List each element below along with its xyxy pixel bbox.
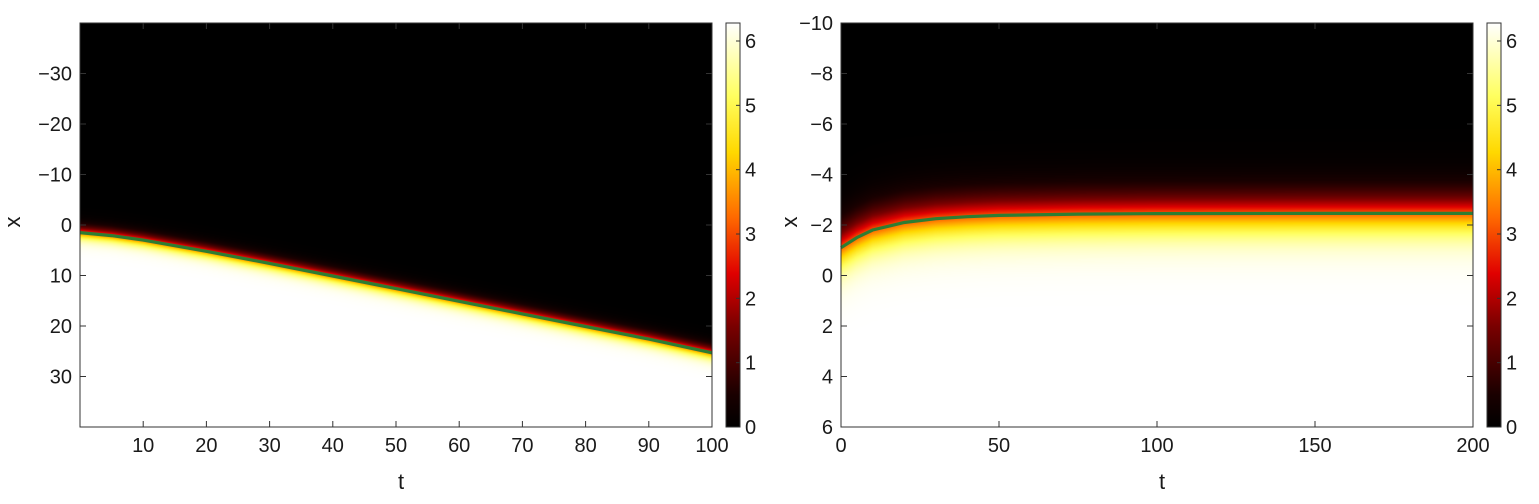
colorbar-1 [725,22,741,428]
x-tick-label: 20 [195,435,217,457]
colorbar-tick-label: 4 [745,160,756,182]
colorbar-tick-label: 3 [1506,224,1517,246]
y-tick-label: −20 [38,114,72,136]
colorbar-tick-label: 6 [1506,31,1517,53]
y-tick-label: −10 [799,13,833,35]
x-tick-label: 30 [258,435,280,457]
y-tick-label: 0 [61,215,72,237]
y-tick-label: 20 [50,316,72,338]
heatmap-field-2 [841,23,1473,427]
y-tick-label: 2 [822,316,833,338]
colorbar-tick-label: 1 [745,353,756,375]
x-tick-label: 70 [511,435,533,457]
y-tick-label: 10 [50,266,72,288]
colorbar-tick-label: 0 [745,417,756,439]
x-tick-label: 10 [132,435,154,457]
colorbar-tick-label: 6 [745,31,756,53]
colorbar-tick-label: 0 [1506,417,1517,439]
y-axis-label: x [0,217,25,228]
colorbar-tick-label: 2 [745,288,756,310]
y-tick-label: −10 [38,165,72,187]
y-tick-label: −8 [810,64,833,86]
x-tick-label: 0 [835,435,846,457]
y-tick-label: 0 [822,266,833,288]
x-tick-label: 200 [1456,435,1489,457]
x-tick-label: 80 [574,435,596,457]
chart-panel-2: 0 50 100 150 200 −10 −8 −6 −4 −2 0 2 4 6 t x 0 1 2 3 4 5 6 [777,13,1517,494]
y-tick-label: −6 [810,114,833,136]
y-tick-label: 4 [822,367,833,389]
x-axis-label: t [398,469,404,494]
x-tick-label: 100 [695,435,728,457]
y-tick-label: −30 [38,64,72,86]
y-tick-label: 6 [822,417,833,439]
colorbar-tick-label: 4 [1506,160,1517,182]
colorbar-tick-label: 2 [1506,288,1517,310]
colorbar-tick-label: 5 [745,95,756,117]
x-tick-label: 60 [448,435,470,457]
chart-panel-1: 10 20 30 40 50 60 70 80 90 100 −30 −20 −10 0 10 20 30 t x 0… [0,22,756,494]
y-tick-label: −2 [810,215,833,237]
x-tick-label: 40 [322,435,344,457]
y-axis-label: x [777,217,802,228]
x-tick-label: 90 [638,435,660,457]
x-tick-label: 150 [1298,435,1331,457]
y-tick-label: 30 [50,367,72,389]
heatmap-field-1 [80,23,712,427]
colorbar-tick-label: 5 [1506,95,1517,117]
colorbar-2 [1486,22,1502,428]
y-tick-label: −4 [810,165,833,187]
front-curve-1 [79,231,713,355]
x-axis-label: t [1159,469,1165,494]
x-tick-label: 50 [385,435,407,457]
front-curve-2 [840,211,1473,250]
colorbar-tick-label: 3 [745,224,756,246]
colorbar-tick-label: 1 [1506,353,1517,375]
x-tick-label: 100 [1140,435,1173,457]
x-tick-label: 50 [988,435,1010,457]
